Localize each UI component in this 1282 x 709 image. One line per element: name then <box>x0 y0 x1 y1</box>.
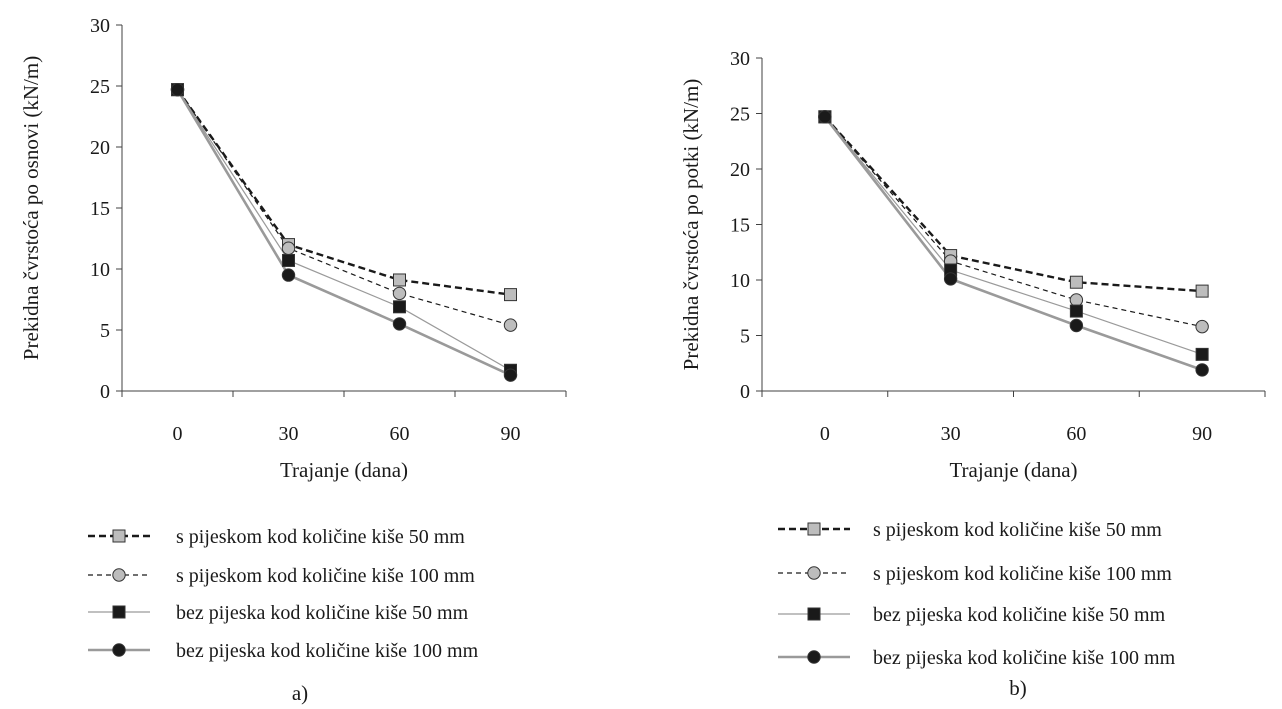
y-tick-label: 20 <box>730 159 750 181</box>
data-point-s2-60 <box>392 286 407 301</box>
y-tick-label: 30 <box>730 48 750 70</box>
panel-label: a) <box>292 681 308 705</box>
legend-marker-3 <box>807 607 821 621</box>
legend-marker-3 <box>112 605 126 619</box>
data-point-s2-90 <box>1195 319 1209 334</box>
legend-label-2: s pijeskom kod količine kiše 100 mm <box>176 565 475 587</box>
legend-marker-4 <box>807 650 821 664</box>
data-point-s1-60 <box>1069 275 1083 289</box>
data-point-s1-90 <box>504 288 517 302</box>
y-tick-label: 0 <box>100 381 110 403</box>
legend-label-1: s pijeskom kod količine kiše 50 mm <box>176 526 465 548</box>
legend-label-3: bez pijeska kod količine kiše 50 mm <box>176 602 469 624</box>
data-point-s4-30 <box>281 268 296 282</box>
chart-panel-b: 0 5 10 15 20 25 30 0 30 60 90 Trajanje (dana) Prekid… <box>679 48 1266 700</box>
y-tick-label: 25 <box>90 76 110 98</box>
legend-marker-4 <box>112 643 126 657</box>
panel-label: b) <box>1009 676 1027 700</box>
y-tick-label: 0 <box>740 381 750 403</box>
y-axis-title: Prekidna čvrstoća po potki (kN/m) <box>679 79 703 371</box>
data-point-s2-90 <box>503 318 518 332</box>
data-point-s4-0 <box>170 82 185 97</box>
legend-label-4: bez pijeska kod količine kiše 100 mm <box>873 647 1176 669</box>
legend-marker-1 <box>807 522 821 536</box>
chart-panel-a: 0 5 10 15 20 25 30 0 30 60 90 Trajanje (dana) Prekid… <box>19 15 567 705</box>
x-tick-label: 30 <box>279 423 299 445</box>
series-line-4 <box>176 88 512 377</box>
legend-label-2: s pijeskom kod količine kiše 100 mm <box>873 563 1172 585</box>
y-tick-label: 10 <box>90 259 110 281</box>
x-axis-title: Trajanje (dana) <box>280 458 408 482</box>
legend-label-1: s pijeskom kod količine kiše 50 mm <box>873 519 1162 541</box>
x-tick-label: 90 <box>501 423 521 445</box>
y-tick-label: 5 <box>740 326 750 348</box>
data-point-s3-60 <box>393 300 406 314</box>
series-line-4 <box>823 116 1203 372</box>
data-point-s2-30 <box>281 241 296 255</box>
data-point-s4-0 <box>818 110 832 124</box>
data-point-s1-60 <box>393 273 406 287</box>
y-axis-title: Prekidna čvrstoća po osnovi (kN/m) <box>19 56 43 360</box>
data-point-s4-90 <box>1195 363 1209 377</box>
data-point-s3-60 <box>1069 304 1083 318</box>
y-tick-label: 25 <box>730 104 750 126</box>
series-line-2 <box>824 116 1203 328</box>
series-line-1 <box>176 88 511 296</box>
data-point-s4-60 <box>392 317 407 331</box>
y-tick-label: 20 <box>90 137 110 159</box>
x-tick-label: 30 <box>941 423 961 445</box>
x-tick-label: 60 <box>390 423 410 445</box>
x-tick-label: 0 <box>820 423 830 445</box>
data-point-s2-60 <box>1069 293 1084 307</box>
x-tick-label: 60 <box>1066 423 1086 445</box>
data-point-s4-60 <box>1069 318 1084 333</box>
y-tick-label: 30 <box>90 15 110 37</box>
series-line-3 <box>824 116 1203 355</box>
x-tick-label: 90 <box>1192 423 1212 445</box>
data-point-s4-30 <box>943 272 958 286</box>
data-point-s4-90 <box>503 368 518 382</box>
y-tick-label: 15 <box>90 198 110 220</box>
legend-marker-2 <box>112 568 126 582</box>
y-tick-label: 10 <box>730 270 750 292</box>
legend-label-3: bez pijeska kod količine kiše 50 mm <box>873 604 1166 626</box>
legend-marker-1 <box>112 529 126 543</box>
series-line-1 <box>823 116 1203 293</box>
data-point-s3-30 <box>282 253 295 267</box>
legend-marker-2 <box>807 566 821 580</box>
y-tick-label: 5 <box>100 320 110 342</box>
data-point-s3-90 <box>1195 347 1209 361</box>
series-line-3 <box>176 89 511 371</box>
series-line-2 <box>177 89 511 326</box>
data-point-s1-90 <box>1195 284 1209 298</box>
x-axis-title: Trajanje (dana) <box>949 458 1077 482</box>
y-tick-label: 15 <box>730 215 750 237</box>
legend-label-4: bez pijeska kod količine kiše 100 mm <box>176 640 479 662</box>
x-tick-label: 0 <box>173 423 183 445</box>
